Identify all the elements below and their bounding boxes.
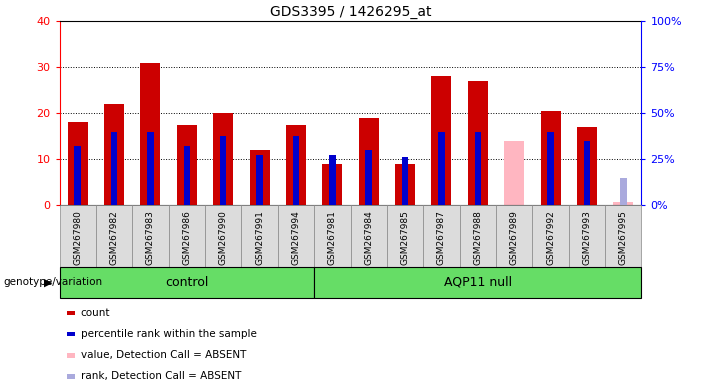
Bar — [605, 205, 641, 267]
Bar — [220, 136, 226, 205]
Bar — [213, 113, 233, 205]
Bar — [438, 132, 444, 205]
Bar — [359, 118, 379, 205]
Text: GSM267995: GSM267995 — [619, 210, 627, 265]
Bar — [532, 205, 569, 267]
Bar — [402, 157, 408, 205]
Text: GSM267983: GSM267983 — [146, 210, 155, 265]
Text: genotype/variation: genotype/variation — [4, 277, 102, 287]
Bar — [314, 267, 641, 298]
Bar — [475, 132, 481, 205]
Text: count: count — [81, 308, 110, 318]
Text: GSM267980: GSM267980 — [74, 210, 82, 265]
Text: GSM267992: GSM267992 — [546, 210, 555, 265]
Text: GSM267988: GSM267988 — [473, 210, 482, 265]
Bar — [540, 111, 561, 205]
Bar — [496, 205, 532, 267]
Bar — [322, 164, 342, 205]
Text: GSM267991: GSM267991 — [255, 210, 264, 265]
Bar — [169, 205, 205, 267]
Bar — [329, 169, 336, 205]
Bar — [350, 205, 387, 267]
Text: GSM267984: GSM267984 — [365, 210, 373, 265]
Text: GSM267981: GSM267981 — [328, 210, 336, 265]
Text: GSM267986: GSM267986 — [182, 210, 191, 265]
Bar — [278, 205, 314, 267]
Bar — [286, 125, 306, 205]
Bar — [423, 205, 460, 267]
Bar — [329, 155, 336, 205]
Text: GSM267990: GSM267990 — [219, 210, 228, 265]
Bar — [547, 132, 554, 205]
Bar — [431, 76, 451, 205]
Text: AQP11 null: AQP11 null — [444, 276, 512, 289]
Bar — [314, 205, 350, 267]
Text: GSM267994: GSM267994 — [292, 210, 301, 265]
Text: rank, Detection Call = ABSENT: rank, Detection Call = ABSENT — [81, 371, 241, 381]
Text: value, Detection Call = ABSENT: value, Detection Call = ABSENT — [81, 350, 246, 360]
Bar — [460, 205, 496, 267]
Bar — [184, 146, 190, 205]
Bar — [504, 141, 524, 205]
Bar — [584, 141, 590, 205]
Bar — [74, 146, 81, 205]
Bar — [365, 150, 372, 205]
Text: GSM267987: GSM267987 — [437, 210, 446, 265]
Title: GDS3395 / 1426295_at: GDS3395 / 1426295_at — [270, 5, 431, 19]
Bar — [60, 205, 96, 267]
Text: GSM267989: GSM267989 — [510, 210, 519, 265]
Text: GSM267985: GSM267985 — [400, 210, 409, 265]
Text: GSM267982: GSM267982 — [109, 210, 118, 265]
Bar — [387, 205, 423, 267]
Bar — [111, 132, 117, 205]
Bar — [395, 164, 415, 205]
Text: ▶: ▶ — [44, 277, 53, 287]
Bar — [577, 127, 597, 205]
Bar — [613, 202, 633, 205]
Bar — [569, 205, 605, 267]
Bar — [60, 267, 314, 298]
Bar — [250, 150, 270, 205]
Bar — [293, 136, 299, 205]
Bar — [620, 178, 627, 205]
Text: GSM267993: GSM267993 — [583, 210, 592, 265]
Bar — [468, 81, 488, 205]
Bar — [104, 104, 124, 205]
Text: control: control — [165, 276, 209, 289]
Bar — [205, 205, 241, 267]
Bar — [177, 125, 197, 205]
Bar — [132, 205, 169, 267]
Bar — [257, 155, 263, 205]
Bar — [147, 132, 154, 205]
Bar — [241, 205, 278, 267]
Bar — [96, 205, 132, 267]
Bar — [140, 63, 161, 205]
Bar — [68, 122, 88, 205]
Text: percentile rank within the sample: percentile rank within the sample — [81, 329, 257, 339]
